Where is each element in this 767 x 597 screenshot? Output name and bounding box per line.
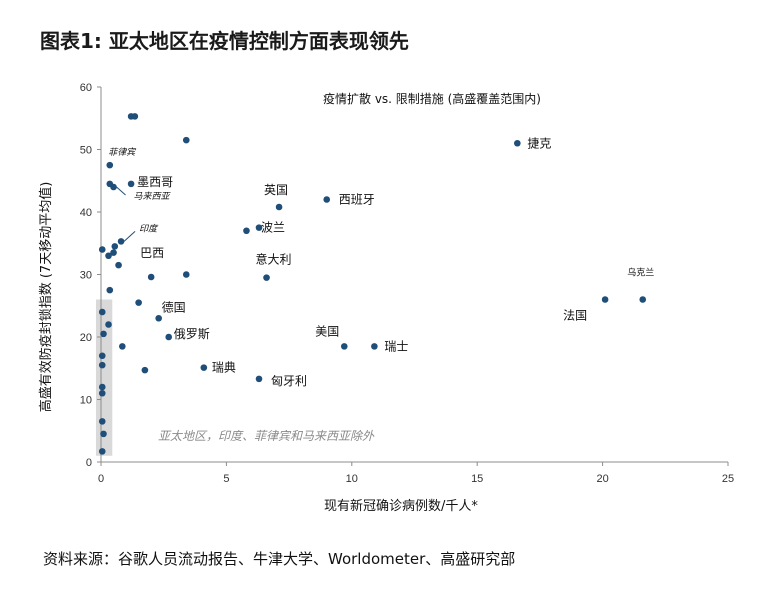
data-point — [323, 196, 331, 203]
y-tick-label: 20 — [80, 332, 92, 344]
data-point — [119, 343, 126, 350]
x-tick-label: 10 — [346, 473, 358, 485]
data-point-label: 印度 — [139, 223, 159, 234]
data-point — [98, 418, 106, 425]
figure-title: 图表1: 亚太地区在疫情控制方面表现领先 — [40, 29, 409, 53]
data-point — [106, 161, 114, 169]
data-point — [182, 271, 190, 278]
data-point — [105, 321, 112, 328]
x-tick-label: 20 — [596, 473, 608, 485]
data-point — [243, 227, 250, 235]
data-point — [98, 389, 106, 397]
data-points — [98, 113, 647, 455]
y-tick-label: 30 — [80, 270, 92, 282]
leader-line — [123, 231, 136, 242]
y-tick-label: 60 — [80, 82, 92, 94]
x-tick-label: 0 — [98, 473, 104, 485]
data-point — [371, 343, 378, 350]
data-point — [514, 139, 521, 147]
data-point — [275, 203, 283, 211]
data-point — [165, 333, 173, 341]
y-tick-label: 40 — [80, 207, 92, 219]
leader-line — [116, 186, 126, 196]
data-point — [200, 364, 208, 371]
data-point-label: 瑞士 — [384, 339, 408, 353]
chart-title: 疫情扩散 vs. 限制措施 (高盛覆盖范围内) — [323, 91, 541, 106]
data-point — [98, 308, 106, 316]
data-point — [98, 246, 106, 253]
data-point — [263, 274, 270, 281]
data-point — [127, 180, 135, 188]
data-point — [98, 448, 106, 455]
data-point — [147, 273, 155, 281]
data-point — [98, 383, 106, 391]
data-point-label: 美国 — [315, 324, 339, 338]
x-tick-label: 15 — [471, 473, 483, 485]
highlight-band-layer — [95, 299, 113, 456]
data-point-label: 捷克 — [527, 136, 551, 150]
scatter-chart: 0 10 20 30 40 50 60 0 5 10 15 20 25 疫情扩散 vs. 限制措施 (高… — [38, 82, 734, 514]
source-note: 资料来源：谷歌人员流动报告、牛津大学、Worldometer、高盛研究部 — [43, 550, 516, 568]
x-tick-label: 25 — [722, 473, 734, 485]
data-point-label: 西班牙 — [339, 193, 375, 207]
data-point-label: 英国 — [264, 183, 288, 197]
annotation-note: 亚太地区，印度、菲律宾和马来西亚除外 — [158, 429, 375, 443]
x-axis-label: 现有新冠确诊病例数/千人* — [324, 498, 478, 514]
data-point — [98, 361, 106, 369]
y-axis-label: 高盛有效防疫封锁指数 (7天移动平均值) — [38, 182, 54, 413]
data-point — [255, 375, 263, 383]
x-tick-label: 5 — [223, 473, 229, 485]
data-point — [106, 180, 114, 188]
tick-labels: 0 10 20 30 40 50 60 0 5 10 15 20 25 — [80, 82, 734, 485]
data-point — [100, 330, 107, 338]
data-point-label: 瑞典 — [212, 361, 236, 375]
data-point — [111, 243, 119, 250]
axes — [97, 86, 729, 466]
data-point — [105, 252, 112, 260]
data-point — [100, 430, 107, 438]
data-point — [115, 261, 122, 269]
data-point — [182, 136, 190, 144]
data-point-label: 德国 — [162, 299, 186, 314]
data-point-label: 匈牙利 — [271, 374, 307, 388]
data-point — [255, 224, 263, 231]
data-point — [340, 343, 348, 350]
data-point — [131, 113, 139, 120]
data-point — [639, 296, 647, 303]
data-point-label: 菲律宾 — [108, 147, 136, 158]
data-point — [106, 286, 114, 294]
data-point — [141, 366, 149, 374]
data-point-label: 波兰 — [261, 221, 285, 235]
data-point — [155, 314, 162, 322]
data-point — [110, 249, 117, 256]
y-tick-label: 10 — [80, 395, 92, 407]
data-point-label: 墨西哥 — [137, 175, 173, 189]
data-point — [98, 352, 106, 360]
data-point-label: 乌克兰 — [627, 267, 654, 279]
y-tick-label: 50 — [80, 145, 92, 157]
leader-lines — [116, 186, 136, 242]
data-point-label: 意大利 — [256, 252, 292, 267]
data-point-label: 马来西亚 — [134, 191, 172, 202]
data-point-label: 法国 — [563, 309, 587, 323]
data-point — [117, 238, 125, 245]
data-point-label: 俄罗斯 — [174, 327, 210, 341]
data-point-label: 巴西 — [140, 246, 164, 260]
y-tick-label: 0 — [86, 457, 92, 469]
data-point — [601, 296, 609, 303]
data-point — [135, 299, 142, 306]
highlight-band — [95, 299, 113, 456]
